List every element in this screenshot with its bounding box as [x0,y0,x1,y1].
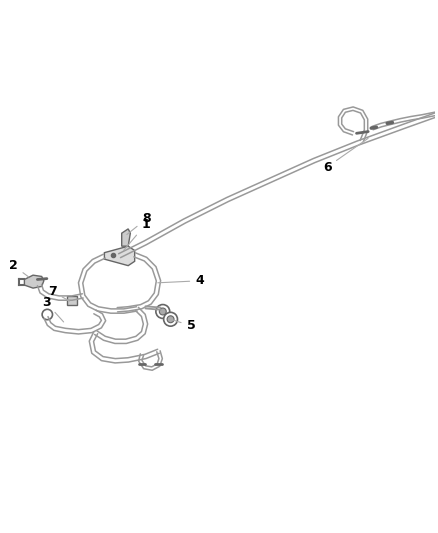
Text: 1: 1 [124,218,150,251]
Text: 8: 8 [127,213,151,235]
Text: 4: 4 [158,274,204,287]
Text: 5: 5 [173,319,195,332]
Circle shape [167,316,174,322]
Text: 6: 6 [323,139,368,174]
Polygon shape [104,246,134,265]
Polygon shape [67,296,77,304]
Polygon shape [122,229,131,246]
Circle shape [159,308,166,315]
Circle shape [156,304,170,318]
Text: 7: 7 [48,285,70,301]
Polygon shape [25,275,44,288]
Circle shape [164,312,177,326]
Text: 3: 3 [42,296,64,322]
Text: 2: 2 [9,259,28,277]
Circle shape [42,309,53,320]
